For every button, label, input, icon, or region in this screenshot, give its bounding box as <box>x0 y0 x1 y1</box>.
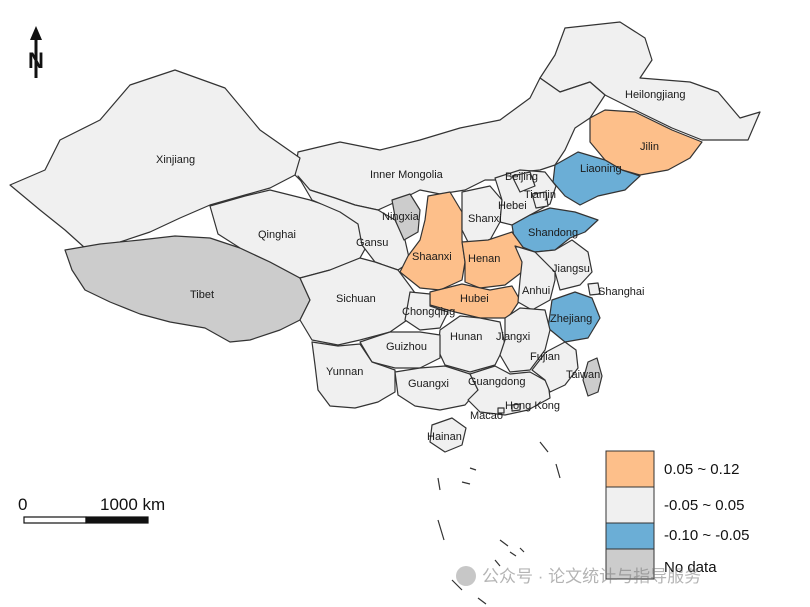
label-jiangsu: Jiangsu <box>552 263 590 275</box>
scale-bar-end-label: 1000 km <box>100 495 165 514</box>
label-jiangxi: Jiangxi <box>496 331 530 343</box>
label-sichuan: Sichuan <box>336 293 376 305</box>
label-hong-kong: Hong Kong <box>505 400 560 412</box>
label-hainan: Hainan <box>427 431 462 443</box>
label-gansu: Gansu <box>356 237 388 249</box>
legend-label-positive: 0.05 ~ 0.12 <box>664 461 739 478</box>
province-shandong <box>511 207 599 253</box>
province-chongqing <box>404 291 449 331</box>
label-chongqing: Chongqing <box>402 306 455 318</box>
label-anhui: Anhui <box>522 285 550 297</box>
scale-bar-start-label: 0 <box>18 495 27 514</box>
province-beijing <box>511 171 536 193</box>
legend-swatch-negative <box>605 522 655 550</box>
province-jiangxi <box>499 307 551 373</box>
label-tibet: Tibet <box>190 289 214 301</box>
legend-swatch-positive <box>605 450 655 488</box>
scale-bar-black-segment <box>85 516 149 524</box>
watermark-text: 公众号 · 论文统计与指导服务 <box>482 567 701 586</box>
south-sea-islands <box>437 441 561 605</box>
label-hubei: Hubei <box>460 293 489 305</box>
province-polygons <box>9 21 761 453</box>
province-henan <box>461 231 526 289</box>
province-labels: Heilongjiang Jilin Liaoning Inner Mongol… <box>156 89 686 443</box>
province-tianjin <box>531 191 549 209</box>
label-qinghai: Qinghai <box>258 229 296 241</box>
label-guangdong: Guangdong <box>468 376 526 388</box>
label-tianjin: Tianjin <box>524 189 556 201</box>
province-inner-mongolia <box>294 77 606 211</box>
label-xinjiang: Xinjiang <box>156 154 195 166</box>
scale-bar: 0 1000 km <box>18 495 165 524</box>
legend-label-nodata: No data <box>664 559 717 576</box>
legend: 0.05 ~ 0.12 -0.05 ~ 0.05 -0.10 ~ -0.05 N… <box>605 450 749 580</box>
province-hebei <box>494 169 557 226</box>
label-jilin: Jilin <box>640 141 659 153</box>
wechat-icon <box>456 566 476 586</box>
label-liaoning: Liaoning <box>580 163 622 175</box>
legend-swatch-neutral <box>605 486 655 524</box>
label-heilongjiang: Heilongjiang <box>625 89 686 101</box>
province-liaoning <box>552 151 641 206</box>
province-hunan <box>437 315 506 373</box>
province-taiwan <box>582 357 603 397</box>
label-shanghai: Shanghai <box>598 286 645 298</box>
province-shanghai <box>587 282 601 296</box>
province-tibet <box>64 235 311 343</box>
province-guizhou <box>359 331 441 369</box>
label-ningxia: Ningxia <box>382 211 420 223</box>
scale-bar-white-segment <box>23 516 87 524</box>
province-macao <box>497 407 505 414</box>
label-inner-mongolia: Inner Mongolia <box>370 169 444 181</box>
label-shandong: Shandong <box>528 227 578 239</box>
province-hainan <box>429 417 467 453</box>
legend-label-negative: -0.10 ~ -0.05 <box>664 527 749 544</box>
province-ningxia <box>391 193 421 241</box>
province-zhejiang <box>547 291 601 343</box>
label-hunan: Hunan <box>450 331 482 343</box>
north-arrow-label: N <box>28 48 44 73</box>
label-hebei: Hebei <box>498 200 527 212</box>
province-yunnan <box>311 341 396 409</box>
legend-label-neutral: -0.05 ~ 0.05 <box>664 497 744 514</box>
label-yunnan: Yunnan <box>326 366 363 378</box>
label-macao: Macao <box>470 410 503 422</box>
province-hubei <box>429 283 521 319</box>
label-fujian: Fujian <box>530 351 560 363</box>
province-guangdong <box>467 365 551 416</box>
province-jilin <box>589 109 703 176</box>
province-jiangsu <box>534 239 593 291</box>
label-taiwan: Taiwan <box>566 369 600 381</box>
watermark: 公众号 · 论文统计与指导服务 <box>456 566 701 586</box>
label-guangxi: Guangxi <box>408 378 449 390</box>
label-henan: Henan <box>468 253 500 265</box>
province-fujian <box>531 341 579 393</box>
label-zhejiang: Zhejiang <box>550 313 592 325</box>
north-arrow-icon: N <box>28 26 44 78</box>
province-hong-kong <box>511 403 521 412</box>
label-guizhou: Guizhou <box>386 341 427 353</box>
label-shaanxi: Shaanxi <box>412 251 452 263</box>
label-shanxi: Shanxi <box>468 213 502 225</box>
label-beijing: Beijing <box>505 171 538 183</box>
legend-swatch-nodata <box>605 548 655 580</box>
